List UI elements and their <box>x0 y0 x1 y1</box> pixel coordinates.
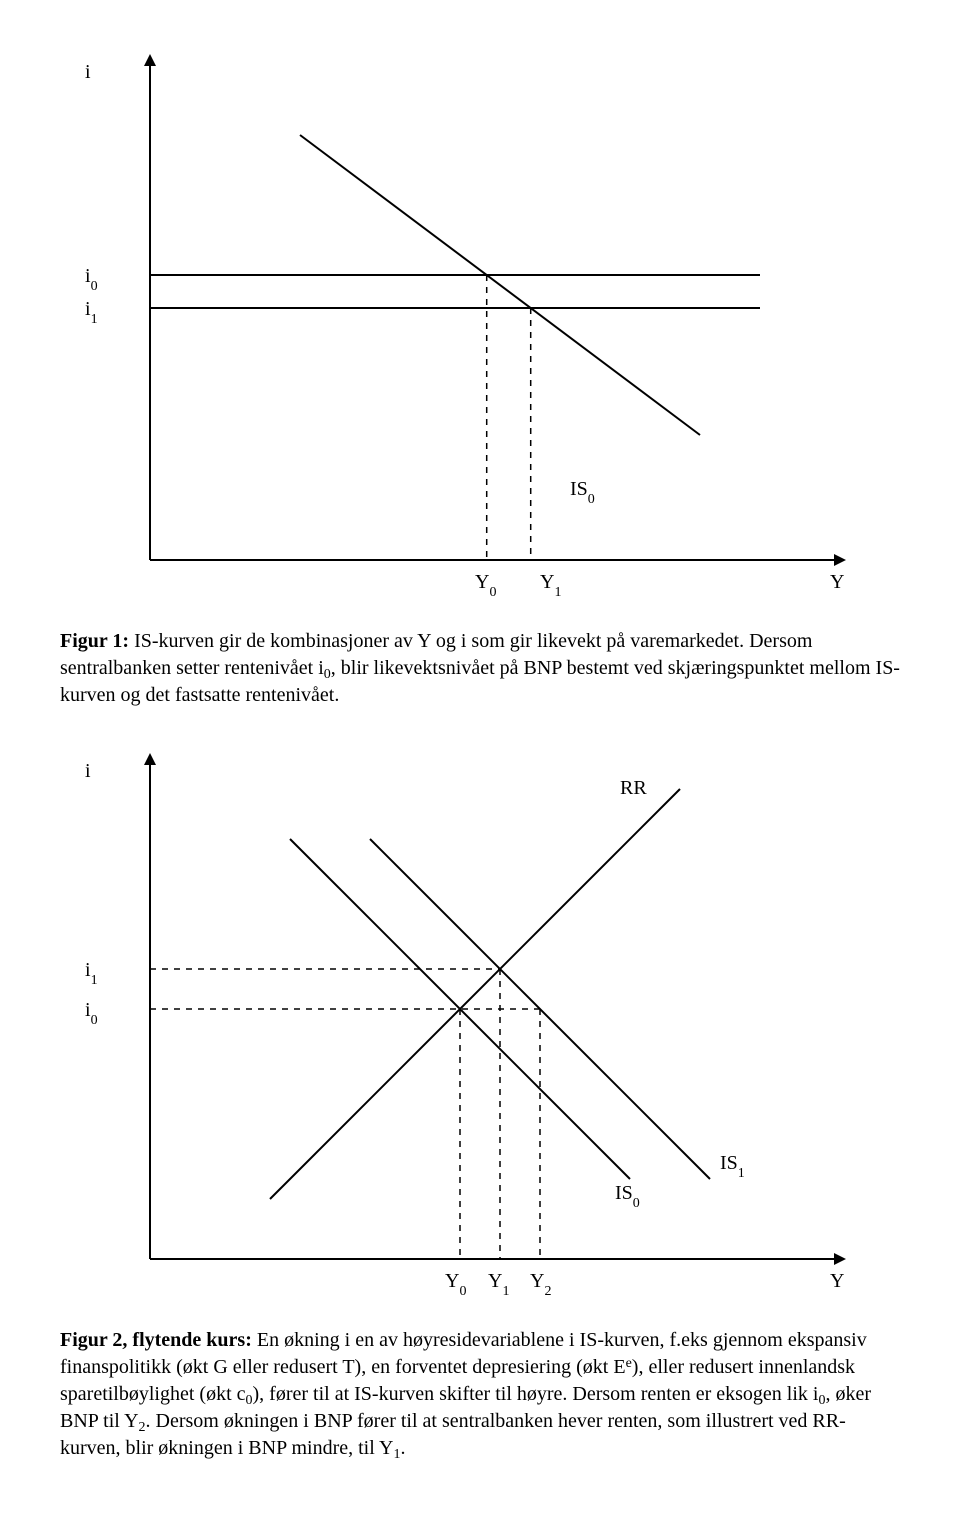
figure-2-caption-strong: Figur 2, flytende kurs: <box>60 1329 252 1351</box>
is0-label: IS0 <box>615 1182 640 1211</box>
i0-label: i0 <box>85 999 98 1028</box>
i0-label: i0 <box>85 265 98 294</box>
figure-2-caption-text6: . <box>401 1437 406 1459</box>
figure-2-caption-text5: . Dersom økningen i BNP fører til at sen… <box>60 1410 846 1459</box>
x-axis-label: Y <box>830 571 844 593</box>
figure-1: i i0 i1 IS0 Y0 Y1 Y <box>60 40 900 600</box>
is0-curve <box>300 135 700 435</box>
figure-2-caption: Figur 2, flytende kurs: En økning i en a… <box>60 1327 900 1462</box>
figure-1-caption-sub1: 0 <box>324 667 331 682</box>
y-axis-label: i <box>85 760 91 782</box>
y-axis-label: i <box>85 61 91 83</box>
y0-label: Y0 <box>475 571 496 600</box>
figure-2: i Y RR IS0 IS1 i1 i0 Y0 Y1 Y2 <box>60 739 900 1299</box>
figure-2-caption-sub1: 0 <box>246 1393 253 1408</box>
y0-label: Y0 <box>445 1270 466 1299</box>
figure-2-caption-sub3: 2 <box>139 1420 146 1435</box>
i1-label: i1 <box>85 298 98 327</box>
i1-label: i1 <box>85 959 98 988</box>
y1-label: Y1 <box>488 1270 509 1299</box>
x-axis-label: Y <box>830 1270 844 1292</box>
figure-2-caption-sub4: 1 <box>394 1447 401 1462</box>
is1-label: IS1 <box>720 1152 745 1181</box>
is0-label: IS0 <box>570 478 595 507</box>
figure-2-svg: i Y RR IS0 IS1 i1 i0 Y0 Y1 Y2 <box>60 739 900 1299</box>
figure-2-caption-sub2: 0 <box>818 1393 825 1408</box>
figure-1-svg: i i0 i1 IS0 Y0 Y1 Y <box>60 40 900 600</box>
figure-1-caption-strong: Figur 1: <box>60 630 129 652</box>
rr-label: RR <box>620 777 647 799</box>
rr-curve <box>270 789 680 1199</box>
y2-label: Y2 <box>530 1270 551 1299</box>
figure-2-caption-text3: ), fører til at IS-kurven skifter til hø… <box>253 1383 819 1405</box>
figure-1-caption: Figur 1: IS-kurven gir de kombinasjoner … <box>60 628 900 709</box>
y1-label: Y1 <box>540 571 561 600</box>
figure-2-caption-sup: e <box>626 1356 632 1371</box>
